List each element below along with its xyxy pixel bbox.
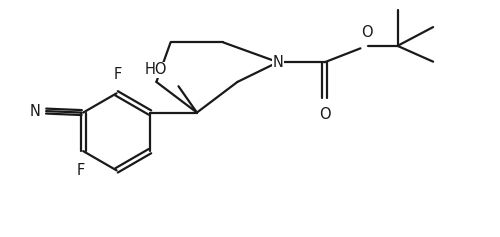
Text: O: O <box>319 107 330 122</box>
Text: F: F <box>76 164 85 178</box>
Text: N: N <box>272 55 283 70</box>
Text: HO: HO <box>145 62 168 77</box>
Text: F: F <box>114 68 122 82</box>
Text: O: O <box>362 25 373 41</box>
Text: N: N <box>30 104 40 118</box>
